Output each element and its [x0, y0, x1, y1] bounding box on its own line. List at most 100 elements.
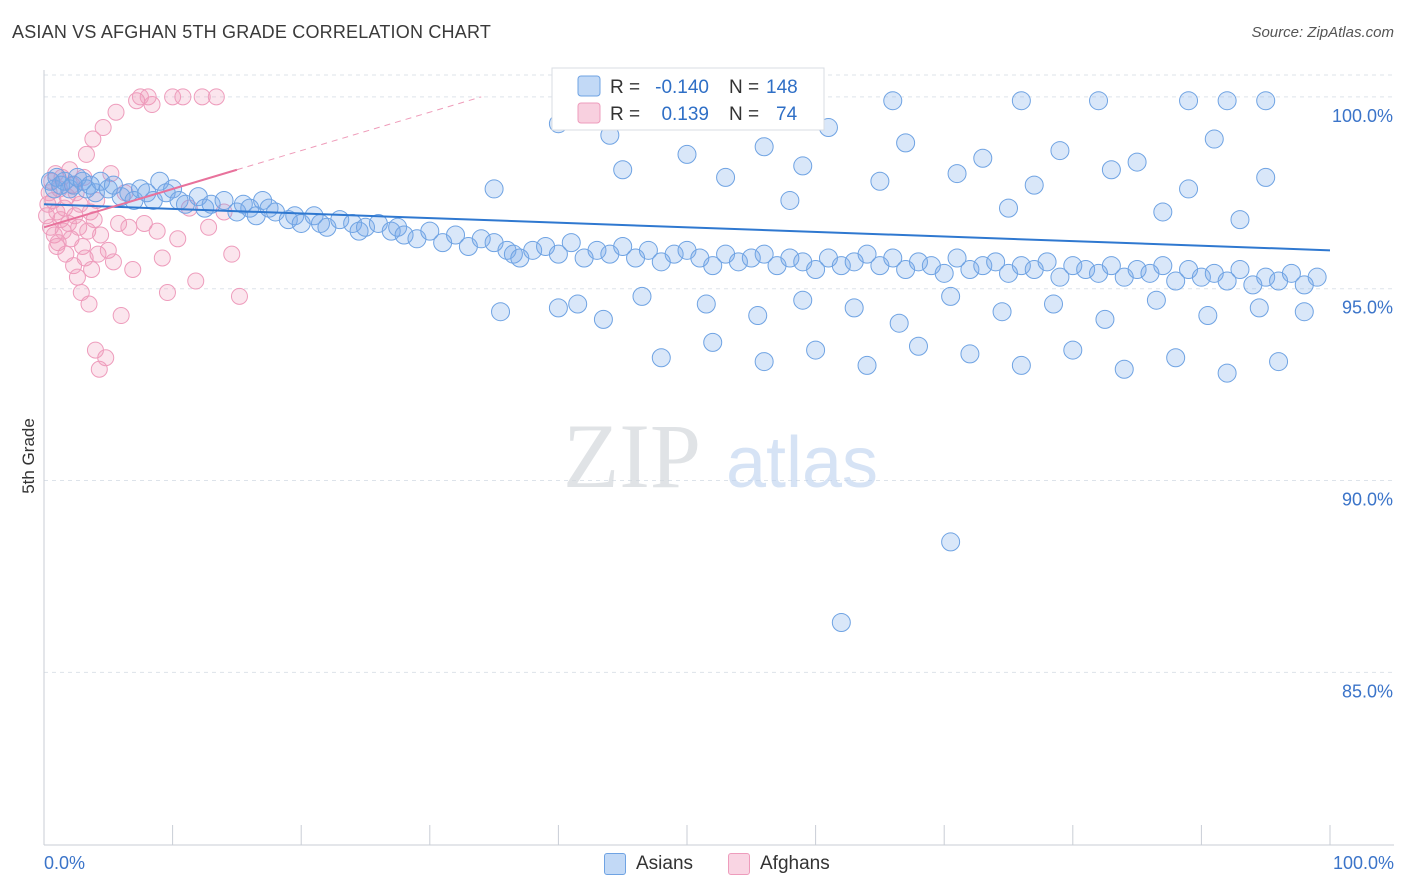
data-point-afghans[interactable] [143, 96, 161, 114]
data-point-asians[interactable] [1269, 352, 1289, 372]
legend-item-afghans[interactable]: Afghans [728, 850, 830, 878]
data-point-asians[interactable] [1127, 152, 1147, 172]
legend-item-asians[interactable]: Asians [604, 850, 693, 878]
data-point-asians[interactable] [632, 286, 652, 306]
data-point-afghans[interactable] [97, 349, 115, 367]
data-point-asians[interactable] [491, 302, 511, 322]
data-point-asians[interactable] [728, 252, 748, 272]
data-point-asians[interactable] [1089, 91, 1109, 111]
data-point-asians[interactable] [214, 190, 234, 210]
data-point-asians[interactable] [793, 290, 813, 310]
data-point-asians[interactable] [831, 612, 851, 632]
data-point-asians[interactable] [883, 91, 903, 111]
data-point-asians[interactable] [304, 206, 324, 226]
data-point-asians[interactable] [973, 256, 993, 276]
data-point-afghans[interactable] [207, 88, 225, 106]
data-point-afghans[interactable] [193, 88, 211, 106]
data-point-asians[interactable] [986, 252, 1006, 272]
data-point-asians[interactable] [1063, 256, 1083, 276]
data-point-asians[interactable] [908, 252, 928, 272]
data-point-asians[interactable] [471, 229, 491, 249]
data-point-asians[interactable] [103, 175, 123, 195]
data-point-afghans[interactable] [230, 287, 248, 305]
data-point-asians[interactable] [857, 244, 877, 264]
data-point-asians[interactable] [780, 248, 800, 268]
data-point-asians[interactable] [356, 217, 375, 237]
data-point-afghans[interactable] [148, 222, 166, 240]
data-point-afghans[interactable] [88, 191, 106, 209]
data-point-afghans[interactable] [169, 230, 187, 248]
data-point-asians[interactable] [703, 256, 723, 276]
data-point-asians[interactable] [1294, 302, 1314, 322]
data-point-asians[interactable] [91, 171, 111, 191]
data-point-asians[interactable] [857, 355, 877, 375]
data-point-afghans[interactable] [77, 145, 95, 163]
data-point-asians[interactable] [1146, 290, 1166, 310]
data-point-afghans[interactable] [158, 284, 176, 302]
data-point-asians[interactable] [638, 240, 658, 260]
data-point-asians[interactable] [85, 183, 105, 203]
data-point-asians[interactable] [1076, 260, 1096, 280]
data-point-afghans[interactable] [84, 130, 102, 148]
data-point-asians[interactable] [1101, 160, 1121, 180]
data-point-asians[interactable] [394, 225, 414, 245]
data-point-asians[interactable] [613, 160, 633, 180]
data-point-afghans[interactable] [70, 218, 88, 236]
data-point-asians[interactable] [1179, 179, 1199, 199]
data-point-afghans[interactable] [102, 165, 120, 183]
data-point-afghans[interactable] [135, 214, 153, 232]
data-point-asians[interactable] [870, 171, 890, 191]
data-point-asians[interactable] [285, 206, 305, 226]
data-point-asians[interactable] [1230, 260, 1250, 280]
data-point-asians[interactable] [793, 156, 813, 176]
data-point-asians[interactable] [1166, 348, 1186, 368]
data-point-afghans[interactable] [80, 295, 98, 313]
data-point-asians[interactable] [1179, 91, 1199, 111]
data-point-asians[interactable] [1217, 271, 1237, 291]
data-point-asians[interactable] [548, 298, 568, 318]
data-point-asians[interactable] [1153, 202, 1173, 222]
data-point-asians[interactable] [1037, 252, 1057, 272]
data-point-asians[interactable] [754, 352, 774, 372]
data-point-asians[interactable] [896, 133, 916, 153]
data-point-asians[interactable] [883, 248, 903, 268]
data-point-asians[interactable] [664, 244, 684, 264]
data-point-afghans[interactable] [107, 103, 125, 121]
data-point-asians[interactable] [780, 190, 800, 210]
data-point-afghans[interactable] [110, 214, 128, 232]
data-point-afghans[interactable] [139, 88, 157, 106]
data-point-asians[interactable] [934, 263, 954, 283]
data-point-asians[interactable] [1153, 256, 1173, 276]
data-point-asians[interactable] [568, 294, 588, 314]
data-point-asians[interactable] [941, 532, 961, 552]
data-point-asians[interactable] [1230, 210, 1250, 230]
data-point-afghans[interactable] [112, 307, 130, 325]
data-point-asians[interactable] [960, 344, 980, 364]
data-point-asians[interactable] [1024, 175, 1044, 195]
data-point-asians[interactable] [960, 260, 980, 280]
data-point-asians[interactable] [973, 148, 993, 168]
data-point-asians[interactable] [651, 348, 671, 368]
data-point-asians[interactable] [1217, 91, 1237, 111]
data-point-afghans[interactable] [200, 218, 218, 236]
data-point-asians[interactable] [561, 233, 581, 253]
data-point-asians[interactable] [1256, 167, 1276, 187]
data-point-afghans[interactable] [120, 218, 138, 236]
data-point-asians[interactable] [703, 332, 723, 352]
data-point-asians[interactable] [613, 236, 633, 256]
data-point-asians[interactable] [947, 248, 967, 268]
data-point-asians[interactable] [1063, 340, 1083, 360]
data-point-asians[interactable] [831, 256, 851, 276]
data-point-asians[interactable] [889, 313, 909, 333]
data-point-asians[interactable] [201, 194, 221, 214]
data-point-asians[interactable] [1011, 256, 1031, 276]
data-point-asians[interactable] [696, 294, 716, 314]
data-point-asians[interactable] [1127, 260, 1147, 280]
data-point-asians[interactable] [1256, 267, 1276, 287]
data-point-asians[interactable] [754, 244, 774, 264]
data-point-afghans[interactable] [174, 88, 192, 106]
data-point-asians[interactable] [908, 336, 928, 356]
data-point-asians[interactable] [1044, 294, 1064, 314]
data-point-asians[interactable] [748, 306, 768, 326]
data-point-asians[interactable] [716, 167, 736, 187]
